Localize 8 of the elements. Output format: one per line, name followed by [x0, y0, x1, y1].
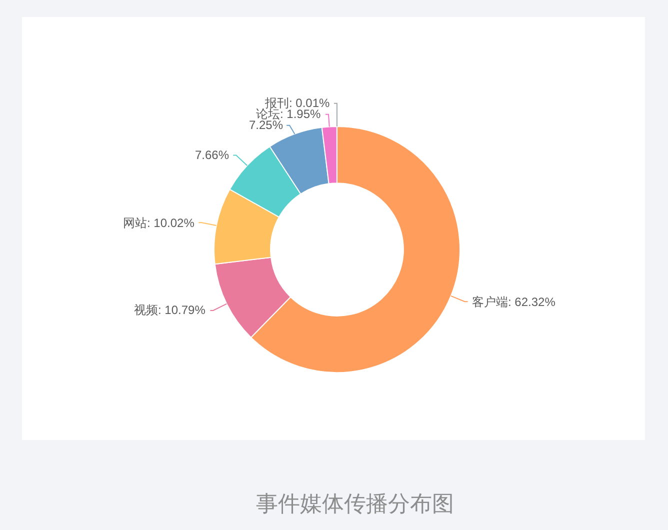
data-label: 7.25%: [249, 118, 284, 132]
slice-label: 报刊: 0.01%: [264, 96, 330, 110]
slice-label: 网站: 10.02%: [123, 216, 195, 230]
slice-label: 论坛: 1.95%: [256, 107, 322, 121]
data-label: 7.66%: [195, 148, 230, 162]
slice-label: 客户端: 62.32%: [472, 295, 556, 309]
slice-label: 视频: 10.79%: [134, 303, 206, 317]
text: 事件媒体传播分布图: [256, 491, 454, 516]
